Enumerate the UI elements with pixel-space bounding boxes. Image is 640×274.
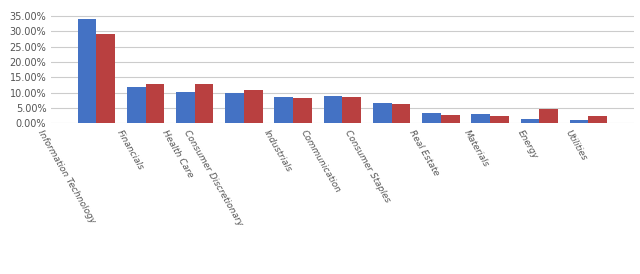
- Bar: [225, 93, 244, 123]
- Bar: [570, 120, 588, 123]
- Bar: [422, 113, 441, 123]
- Bar: [195, 84, 214, 123]
- Bar: [176, 92, 195, 123]
- Bar: [77, 19, 97, 123]
- Bar: [373, 103, 392, 123]
- Bar: [588, 116, 607, 123]
- Bar: [392, 104, 410, 123]
- Bar: [324, 96, 342, 123]
- Bar: [127, 87, 145, 123]
- Bar: [471, 114, 490, 123]
- Bar: [441, 115, 460, 123]
- Bar: [244, 90, 262, 123]
- Bar: [540, 110, 558, 123]
- Bar: [490, 116, 509, 123]
- Bar: [275, 97, 293, 123]
- Bar: [342, 97, 361, 123]
- Bar: [145, 84, 164, 123]
- Bar: [293, 98, 312, 123]
- Bar: [97, 34, 115, 123]
- Bar: [520, 119, 540, 123]
